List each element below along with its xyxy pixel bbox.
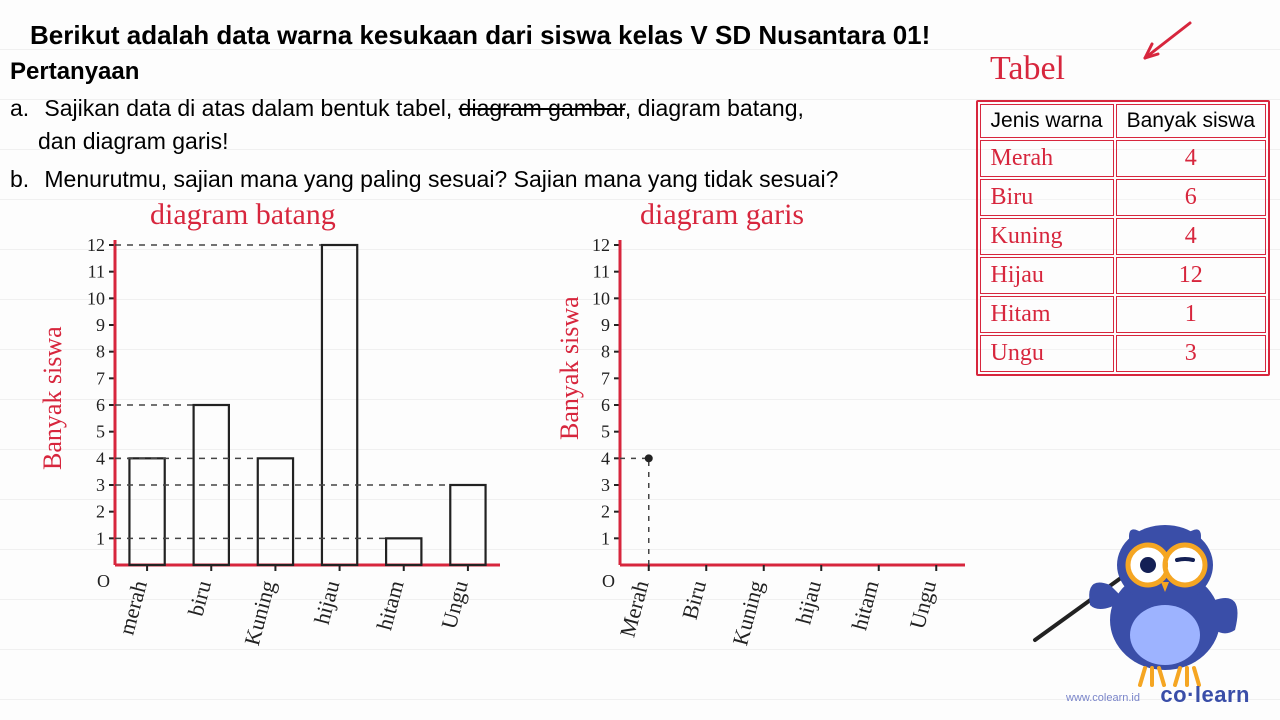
svg-text:10: 10 <box>87 288 105 308</box>
svg-text:9: 9 <box>601 315 610 335</box>
table-row: Biru6 <box>980 179 1266 216</box>
svg-text:8: 8 <box>601 342 610 362</box>
table-row: Ungu3 <box>980 335 1266 372</box>
question-a-line2: dan diagram garis! <box>38 128 229 154</box>
question-a: a. Sajikan data di atas dalam bentuk tab… <box>10 92 900 159</box>
svg-text:2: 2 <box>96 502 105 522</box>
question-a-text-pre: Sajikan data di atas dalam bentuk tabel, <box>44 95 458 121</box>
svg-text:7: 7 <box>601 368 610 388</box>
svg-text:hitam: hitam <box>371 578 408 633</box>
svg-text:5: 5 <box>601 422 610 442</box>
question-b-text: Menurutmu, sajian mana yang paling sesua… <box>44 166 838 192</box>
svg-text:3: 3 <box>601 475 610 495</box>
svg-text:4: 4 <box>601 448 610 468</box>
svg-text:9: 9 <box>96 315 105 335</box>
svg-text:6: 6 <box>96 395 105 415</box>
svg-text:11: 11 <box>593 262 610 282</box>
svg-text:4: 4 <box>96 448 105 468</box>
brand-logo-text: co·learn <box>1160 682 1250 708</box>
svg-text:Kuning: Kuning <box>239 578 280 648</box>
table-row: Kuning4 <box>980 218 1266 255</box>
line-chart: 123456789101112OMerahBiruKuninghijauhita… <box>565 235 985 675</box>
problem-title: Berikut adalah data warna kesukaan dari … <box>30 20 930 51</box>
question-a-label: a. <box>10 92 38 125</box>
svg-text:7: 7 <box>96 368 105 388</box>
svg-text:8: 8 <box>96 342 105 362</box>
svg-text:11: 11 <box>88 262 105 282</box>
svg-text:Merah: Merah <box>615 578 654 640</box>
svg-text:6: 6 <box>601 395 610 415</box>
mascot-owl-icon <box>1030 490 1250 690</box>
question-b-label: b. <box>10 166 38 193</box>
svg-text:5: 5 <box>96 422 105 442</box>
svg-text:biru: biru <box>183 578 216 619</box>
svg-text:O: O <box>97 571 110 591</box>
table-row: Merah4 <box>980 140 1266 177</box>
table-header-col2: Banyak siswa <box>1116 104 1266 138</box>
svg-text:3: 3 <box>96 475 105 495</box>
table-heading: Tabel <box>990 50 1065 88</box>
svg-text:hijau: hijau <box>309 578 345 627</box>
svg-text:hijau: hijau <box>791 578 827 627</box>
svg-text:1: 1 <box>601 528 610 548</box>
svg-text:1: 1 <box>96 528 105 548</box>
svg-text:12: 12 <box>87 235 105 255</box>
bar-chart: 123456789101112OmerahbiruKuninghijauhita… <box>60 235 520 675</box>
svg-text:merah: merah <box>114 578 152 638</box>
table-header-col1: Jenis warna <box>980 104 1114 138</box>
svg-text:O: O <box>602 571 615 591</box>
brand-url: www.colearn.id <box>1066 692 1140 704</box>
question-a-strikethrough: diagram gambar <box>459 95 625 121</box>
bar-chart-title: diagram batang <box>150 198 336 232</box>
svg-text:hitam: hitam <box>846 578 883 633</box>
svg-text:12: 12 <box>592 235 610 255</box>
question-a-text-post: , diagram batang, <box>625 95 804 121</box>
arrow-annotation-icon <box>1130 18 1200 68</box>
svg-text:2: 2 <box>601 502 610 522</box>
line-chart-title: diagram garis <box>640 198 804 232</box>
svg-text:10: 10 <box>592 288 610 308</box>
svg-text:Biru: Biru <box>677 578 711 622</box>
page-content: Berikut adalah data warna kesukaan dari … <box>0 0 1280 720</box>
svg-text:Kuning: Kuning <box>727 578 768 648</box>
svg-text:Ungu: Ungu <box>904 578 941 632</box>
section-subtitle: Pertanyaan <box>10 58 139 86</box>
question-b: b. Menurutmu, sajian mana yang paling se… <box>10 166 910 193</box>
table-row: Hijau12 <box>980 257 1266 294</box>
data-table: Jenis warna Banyak siswa Merah4 Biru6 Ku… <box>976 100 1270 376</box>
svg-text:Ungu: Ungu <box>436 578 473 632</box>
table-row: Hitam1 <box>980 296 1266 333</box>
